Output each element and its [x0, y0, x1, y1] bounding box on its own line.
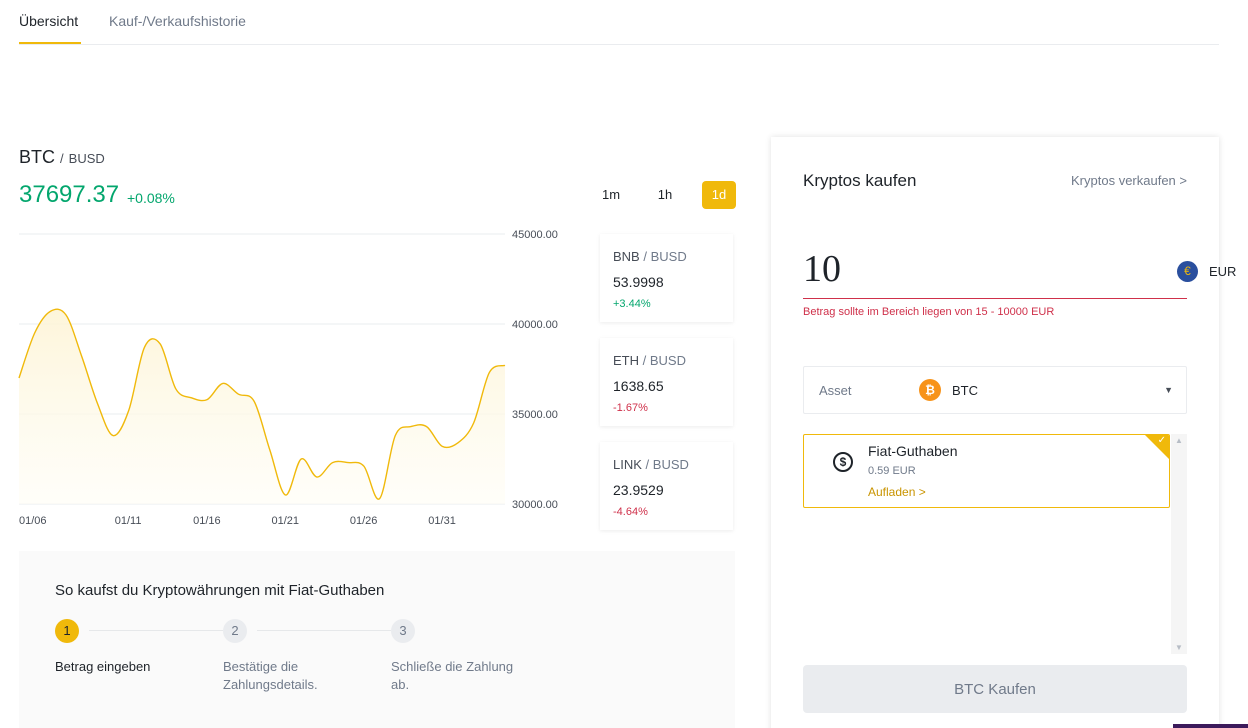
scroll-up-icon[interactable]: ▲ — [1175, 436, 1183, 445]
sell-crypto-link[interactable]: Kryptos verkaufen > — [1071, 173, 1187, 188]
y-tick-label: 40000.00 — [512, 319, 558, 331]
step-connector — [257, 630, 391, 631]
x-tick-label: 01/16 — [193, 515, 221, 527]
ticker-change: +3.44% — [613, 298, 651, 310]
y-tick-label: 35000.00 — [512, 409, 558, 421]
chart-area-fill — [19, 309, 505, 504]
price-chart: 45000.00 40000.00 35000.00 30000.00 01/06 01/… — [18, 229, 558, 527]
x-tick-label: 01/31 — [428, 515, 456, 527]
step-connector — [89, 630, 223, 631]
step-2-text: Bestätige die Zahlungsdetails. — [223, 658, 363, 694]
step-text-line: Bestätige die — [223, 659, 299, 674]
buy-btc-button[interactable]: BTC Kaufen — [803, 665, 1187, 713]
amount-field-wrapper: € EUR ▼ — [803, 241, 1236, 299]
chart-series-line — [18, 308, 506, 500]
currency-label: EUR — [1209, 264, 1237, 279]
step-text-line: ab. — [391, 677, 410, 692]
step-text-line: Schließe die Zahlung — [391, 659, 514, 674]
pair-quote: BUSD — [68, 151, 105, 166]
ticker-card-link[interactable]: LINK / BUSD 23.9529 -4.64% — [600, 442, 733, 530]
buy-panel: Kryptos kaufen Kryptos verkaufen > € EUR… — [771, 137, 1236, 728]
step-text-line: Betrag eingeben — [55, 659, 151, 674]
pair-title: BTC / BUSD — [19, 147, 105, 168]
interval-1d[interactable]: 1d — [702, 181, 736, 209]
x-tick-label: 01/26 — [350, 515, 378, 527]
y-tick-label: 30000.00 — [512, 499, 558, 511]
ticker-price: 23.9529 — [613, 482, 664, 498]
ticker-base: LINK — [613, 457, 642, 472]
ticker-sep: / — [645, 457, 650, 472]
tab-history[interactable]: Kauf-/Verkaufshistorie — [109, 13, 246, 29]
ticker-sep: / — [643, 249, 647, 264]
y-tick-label: 45000.00 — [512, 229, 558, 241]
asset-value: BTC — [952, 383, 978, 398]
asset-label: Asset — [819, 383, 852, 398]
ticker-sep: / — [642, 353, 647, 368]
step-2-indicator: 2 — [223, 619, 247, 643]
scrollbar[interactable]: ▲ ▼ — [1171, 434, 1187, 654]
ticker-card-bnb[interactable]: BNB / BUSD 53.9998 +3.44% — [600, 234, 733, 322]
amount-input[interactable] — [803, 241, 1063, 297]
howto-section: So kaufst du Kryptowährungen mit Fiat-Gu… — [19, 551, 735, 728]
corner-decoration — [1173, 724, 1248, 728]
interval-1m[interactable]: 1m — [601, 187, 621, 202]
active-tab-indicator — [19, 42, 81, 44]
selected-corner — [1145, 435, 1169, 459]
pair-separator: / — [60, 151, 64, 166]
price-change: +0.08% — [127, 190, 175, 206]
interval-1h[interactable]: 1h — [657, 187, 673, 202]
tab-bar: Übersicht Kauf-/Verkaufshistorie — [19, 0, 1219, 45]
ticker-base: BNB — [613, 249, 640, 264]
step-text-line: Zahlungsdetails. — [223, 677, 318, 692]
ticker-change: -4.64% — [613, 506, 648, 518]
fiat-balance-option[interactable]: ✓ $ Fiat-Guthaben 0.59 EUR Aufladen > — [803, 434, 1170, 508]
x-tick-label: 01/11 — [115, 515, 142, 527]
euro-icon: € — [1177, 261, 1198, 282]
ticker-pair: BNB / BUSD — [613, 249, 687, 264]
fiat-balance: 0.59 EUR — [868, 465, 916, 477]
ticker-pair: ETH / BUSD — [613, 353, 686, 368]
ticker-card-eth[interactable]: ETH / BUSD 1638.65 -1.67% — [600, 338, 733, 426]
ticker-price: 1638.65 — [613, 378, 664, 394]
amount-error-message: Betrag sollte im Bereich liegen von 15 -… — [803, 306, 1055, 318]
ticker-base: ETH — [613, 353, 639, 368]
x-tick-label: 01/21 — [272, 515, 300, 527]
check-icon: ✓ — [1157, 435, 1166, 446]
ticker-pair: LINK / BUSD — [613, 457, 689, 472]
payment-method-list: ✓ $ Fiat-Guthaben 0.59 EUR Aufladen > ▲ … — [803, 434, 1187, 654]
scroll-down-icon[interactable]: ▼ — [1175, 643, 1183, 652]
top-up-link[interactable]: Aufladen > — [868, 485, 926, 499]
x-tick-label: 01/06 — [19, 515, 47, 527]
bitcoin-icon: ₿ — [919, 379, 941, 401]
panel-title: Kryptos kaufen — [803, 171, 917, 190]
ticker-quote: BUSD — [652, 457, 689, 472]
dollar-icon: $ — [833, 452, 853, 472]
step-3-text: Schließe die Zahlung ab. — [391, 658, 531, 694]
ticker-change: -1.67% — [613, 402, 648, 414]
caret-down-icon: ▼ — [1164, 385, 1173, 395]
current-price: 37697.37 — [19, 181, 120, 208]
step-1-text: Betrag eingeben — [55, 658, 150, 676]
asset-select[interactable]: Asset ₿ BTC ▼ — [803, 366, 1187, 414]
ticker-quote: BUSD — [650, 249, 687, 264]
pair-base: BTC — [19, 147, 55, 167]
step-3-indicator: 3 — [391, 619, 415, 643]
fiat-name: Fiat-Guthaben — [868, 443, 958, 459]
ticker-quote: BUSD — [649, 353, 686, 368]
step-1-indicator: 1 — [55, 619, 79, 643]
howto-title: So kaufst du Kryptowährungen mit Fiat-Gu… — [55, 582, 385, 599]
ticker-price: 53.9998 — [613, 274, 664, 290]
tab-overview[interactable]: Übersicht — [19, 13, 79, 29]
